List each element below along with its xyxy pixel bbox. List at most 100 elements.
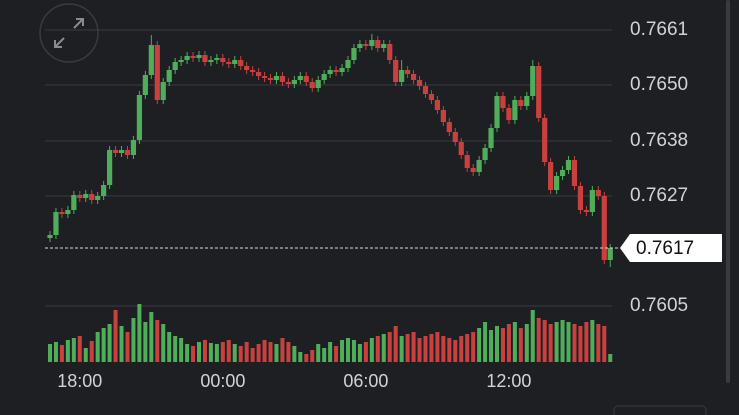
candle-body: [267, 78, 274, 80]
volume-bar: [465, 334, 470, 362]
volume-bar: [459, 336, 464, 362]
expand-button[interactable]: [39, 3, 99, 63]
expand-icon: [54, 18, 84, 48]
candle-body: [303, 76, 309, 82]
candle-body: [107, 150, 113, 185]
volume-bar: [226, 340, 231, 362]
volume-bar: [447, 338, 452, 362]
volume-bar: [143, 322, 148, 362]
candle-body: [530, 66, 536, 96]
candle-body: [71, 195, 77, 210]
candle-body: [357, 44, 363, 48]
volume-bar: [351, 340, 356, 362]
volume-bar: [59, 345, 64, 362]
volume-bar: [441, 336, 446, 362]
candle-body: [577, 186, 584, 210]
candle-body: [47, 235, 53, 238]
volume-bar: [322, 348, 327, 362]
volume-bar: [411, 332, 416, 362]
volume-bar: [149, 312, 154, 362]
volume-bar: [197, 342, 201, 362]
candle-body: [65, 210, 71, 214]
candle-body: [136, 95, 142, 140]
volume-bar: [417, 338, 422, 362]
candle-body: [118, 150, 125, 153]
candle-body: [518, 100, 524, 106]
volume-bar: [202, 340, 207, 362]
volume-bar: [393, 326, 398, 362]
candle-body: [452, 132, 458, 142]
volume-bar: [173, 336, 178, 362]
volume-bar: [560, 320, 565, 362]
candle-body: [166, 70, 172, 82]
candle-body: [506, 108, 512, 120]
last-price-label: 0.7617: [636, 238, 694, 259]
volume-bar: [95, 332, 100, 362]
volume-bar: [506, 324, 511, 362]
volume-bar: [125, 332, 130, 362]
candle-body: [524, 96, 530, 106]
candle-body: [512, 100, 518, 120]
bottom-button[interactable]: [613, 405, 707, 415]
candle-body: [154, 45, 160, 100]
candle-body: [226, 62, 232, 64]
volume-bar: [53, 342, 58, 362]
volume-bar: [572, 324, 577, 362]
candle-body: [261, 76, 268, 78]
candle-body: [565, 160, 572, 170]
volume-bar: [357, 344, 362, 362]
candle-body: [583, 210, 589, 212]
volume-bar: [131, 318, 136, 362]
y-tick-label: 0.7650: [630, 74, 688, 95]
volume-bar: [113, 310, 118, 362]
volume-bar: [77, 336, 82, 362]
volume-bar: [208, 343, 213, 362]
candle-body: [393, 60, 399, 82]
volume-bar: [334, 346, 339, 362]
candle-body: [83, 194, 89, 198]
volume-bar: [256, 344, 261, 362]
candle-body: [536, 66, 542, 118]
volume-bar: [298, 352, 303, 362]
candle-body: [428, 94, 435, 100]
candle-body: [142, 75, 148, 95]
candle-body: [315, 80, 321, 88]
volume-bar: [489, 330, 494, 362]
volume-bar: [608, 354, 613, 362]
candle-body: [434, 100, 440, 110]
volume-bar: [244, 342, 249, 362]
volume-bar: [262, 340, 267, 362]
volume-bar: [191, 346, 196, 362]
volume-bar: [250, 348, 255, 362]
candle-body: [130, 140, 137, 155]
volume-bar: [554, 322, 559, 362]
volume-bar: [435, 332, 440, 362]
volume-bar: [340, 340, 345, 362]
volume-bar: [119, 326, 124, 362]
candle-body: [416, 80, 423, 86]
candle-body: [595, 190, 601, 196]
candle-body: [589, 190, 595, 212]
volume-bar: [602, 326, 607, 362]
expand-circle: [39, 3, 99, 63]
candle-body: [494, 96, 500, 128]
volume-bar: [405, 334, 410, 362]
volume-bar: [155, 320, 160, 362]
candle-body: [89, 194, 95, 200]
y-tick-label: 0.7627: [630, 185, 688, 206]
volume-bar: [423, 336, 428, 362]
volume-bar: [310, 350, 315, 362]
y-tick-label: 0.7605: [630, 295, 688, 316]
last-price-box: [620, 234, 722, 262]
candle-body: [244, 66, 250, 70]
volume-bar: [274, 344, 279, 362]
volume-bar: [399, 336, 404, 362]
volume-bar: [387, 332, 392, 362]
volume-bar: [500, 328, 505, 362]
volume-bar: [346, 338, 350, 362]
candle-body: [279, 76, 286, 82]
candle-body: [214, 58, 220, 60]
x-tick-label: 06:00: [343, 371, 388, 391]
volume-bar: [107, 324, 112, 362]
